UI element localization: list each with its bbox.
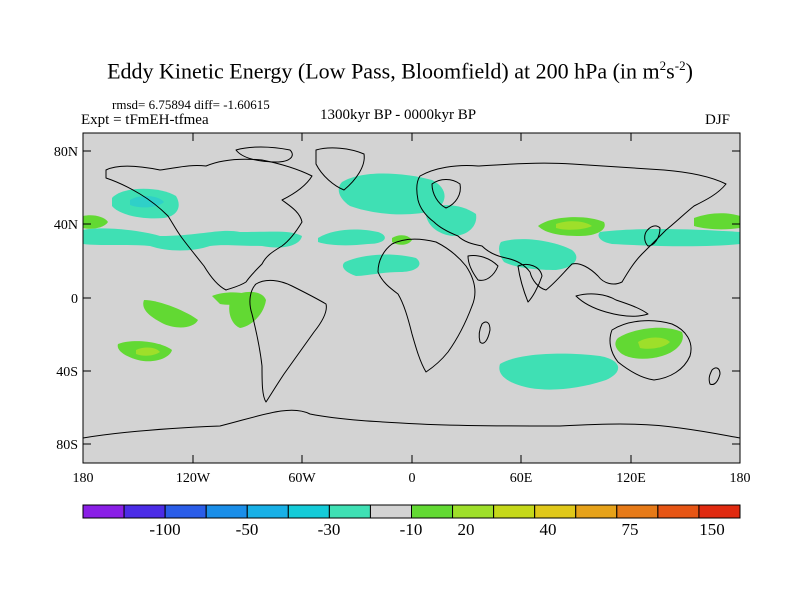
colorbar-box-14 — [657, 504, 700, 519]
colorbar-box-9 — [452, 504, 495, 519]
lon-label-120w: 120W — [176, 471, 211, 486]
longitude-labels: 180 120W 60W 0 60E 120E 180 — [73, 471, 751, 486]
colorbar-box-11 — [534, 504, 577, 519]
colorbar-box-8 — [411, 504, 454, 519]
coastline-africa — [377, 238, 476, 373]
colorbar-label-neg50: -50 — [236, 520, 259, 539]
colorbar-box-3 — [205, 504, 248, 519]
lon-label-180w: 180 — [73, 471, 94, 486]
coastline-arctic-islands — [235, 146, 293, 163]
colorbar-box-0 — [82, 504, 125, 519]
colorbar-label-neg30: -30 — [318, 520, 341, 539]
coastline-antarctica — [82, 409, 741, 439]
colorbar-box-1 — [123, 504, 166, 519]
colorbar — [82, 504, 741, 519]
lon-label-120e: 120E — [616, 471, 646, 486]
colorbar-label-neg100: -100 — [149, 520, 180, 539]
coastline-eurasia — [416, 162, 727, 291]
lon-label-180e: 180 — [730, 471, 751, 486]
anomaly-east-pacific-band — [598, 229, 740, 247]
coastline-japan — [644, 225, 661, 247]
period-label: 1300kyr BP - 0000kyr BP — [320, 107, 477, 123]
anomaly-atlantic-band — [318, 229, 385, 246]
coastline-australia — [609, 320, 692, 381]
coastline-new-zealand — [708, 367, 721, 385]
lat-label-40s: 40S — [56, 365, 78, 380]
anomaly-east-edge-40n — [694, 213, 740, 230]
negative-anomaly-regions — [83, 173, 740, 390]
anomaly-west-pacific-band — [83, 228, 302, 251]
anomaly-southeast-pacific-core — [136, 347, 160, 356]
coastline-south-america — [249, 279, 327, 403]
lon-label-60e: 60E — [510, 471, 533, 486]
colorbar-label-150: 150 — [699, 520, 725, 539]
coastline-india — [517, 263, 543, 303]
anomaly-australia-core — [638, 337, 670, 349]
anomaly-europe — [425, 205, 477, 236]
coastline-north-america — [105, 158, 313, 291]
lon-label-0: 0 — [409, 471, 416, 486]
colorbar-box-15 — [698, 504, 741, 519]
map-frame — [82, 132, 741, 464]
anomaly-north-atlantic — [338, 173, 445, 215]
coastline-scandinavia — [431, 179, 461, 209]
season-label: DJF — [705, 112, 731, 128]
colorbar-box-5 — [287, 504, 330, 519]
colorbar-box-13 — [616, 504, 659, 519]
coastline-madagascar — [478, 321, 491, 344]
colorbar-labels: -100 -50 -30 -10 20 40 75 150 — [149, 520, 724, 539]
plot-title: Eddy Kinetic Energy (Low Pass, Bloomfiel… — [107, 58, 693, 84]
colorbar-label-neg10: -10 — [400, 520, 423, 539]
coastlines — [82, 146, 741, 439]
anomaly-west-edge-40n — [83, 215, 108, 229]
anomaly-southern-indian-ocean — [499, 353, 619, 390]
lon-label-60w: 60W — [288, 471, 316, 486]
colorbar-box-4 — [246, 504, 289, 519]
colorbar-box-7 — [369, 504, 413, 519]
lat-label-40n: 40N — [54, 218, 78, 233]
colorbar-label-75: 75 — [622, 520, 639, 539]
colorbar-box-10 — [493, 504, 536, 519]
colorbar-box-12 — [575, 504, 618, 519]
anomaly-mid-atlantic — [342, 254, 420, 276]
experiment-label: Expt = tFmEH-tfmea — [81, 112, 209, 128]
stats-text: rmsd= 6.75894 diff= -1.60615 — [112, 97, 270, 112]
lat-label-0: 0 — [71, 292, 78, 307]
latitude-labels: 80N 40N 0 40S 80S — [54, 145, 78, 453]
coastline-indonesia — [575, 293, 649, 317]
colorbar-box-2 — [164, 504, 207, 519]
coastline-arabia — [467, 255, 499, 281]
positive-anomaly-regions — [83, 213, 740, 362]
coastline-greenland — [315, 147, 365, 191]
colorbar-label-40: 40 — [540, 520, 557, 539]
colorbar-box-6 — [328, 504, 371, 519]
anomaly-south-pacific — [143, 300, 198, 328]
anomaly-central-asia-core — [556, 221, 592, 230]
lat-label-80s: 80S — [56, 438, 78, 453]
anomaly-south-america-west — [229, 291, 266, 328]
lat-label-80n: 80N — [54, 145, 78, 160]
colorbar-label-20: 20 — [458, 520, 475, 539]
